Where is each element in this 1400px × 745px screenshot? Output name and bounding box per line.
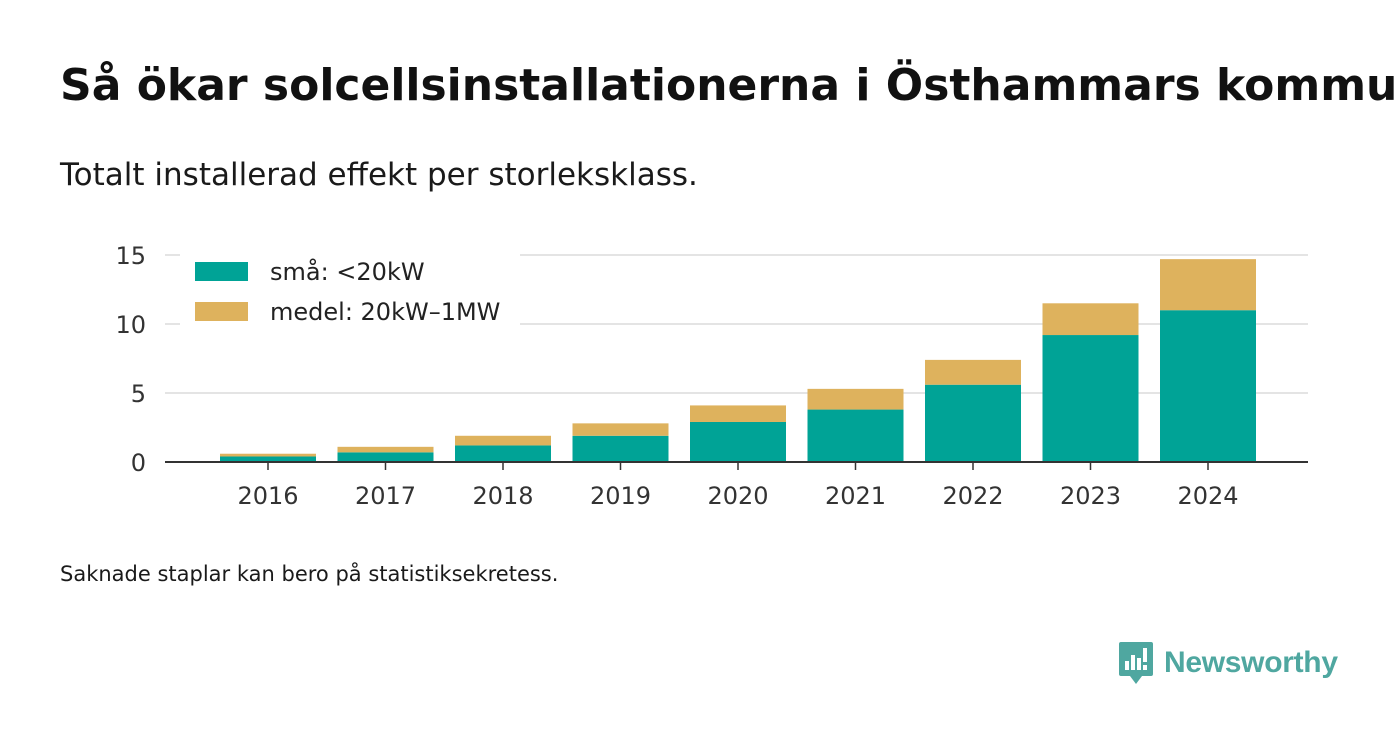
chart-speech-bubble-icon	[1119, 642, 1153, 684]
bar-segment-series-0	[1042, 335, 1139, 462]
x-tick-label: 2020	[707, 482, 768, 510]
y-tick-label: 5	[131, 380, 146, 408]
x-tick-label: 2021	[825, 482, 886, 510]
bar-segment-series-0	[455, 445, 551, 462]
bar-segment-series-1	[220, 453, 316, 457]
y-tick-label: 10	[115, 311, 146, 339]
brand-name: Newsworthy	[1164, 646, 1338, 679]
y-tick-label: 15	[115, 242, 146, 270]
x-tick-label: 2022	[942, 482, 1003, 510]
x-tick-label: 2024	[1177, 482, 1238, 510]
bar-segment-series-0	[1160, 310, 1256, 462]
legend-label: medel: 20kW–1MW	[270, 298, 500, 326]
bar-segment-series-1	[572, 423, 669, 436]
bar-segment-series-0	[690, 421, 786, 462]
x-tick-label: 2016	[237, 482, 298, 510]
legend: små: <20kW medel: 20kW–1MW	[180, 250, 520, 326]
bar-segment-series-1	[690, 405, 786, 422]
legend-swatch	[195, 302, 248, 321]
brand-logo: Newsworthy	[1118, 640, 1338, 686]
legend-swatch	[195, 262, 248, 281]
x-tick-label: 2023	[1060, 482, 1121, 510]
bar-segment-series-0	[337, 452, 434, 462]
bar-segment-series-1	[807, 388, 904, 410]
bar-segment-series-1	[455, 435, 551, 446]
bars	[220, 259, 1256, 462]
chart-subtitle: Totalt installerad effekt per storlekskl…	[60, 157, 698, 193]
footnote: Saknade staplar kan bero på statistiksek…	[60, 562, 559, 586]
stacked-bar-chart: 0 5 10 15 2016 2017 2018 2019 2020 2021 2022 2023 20…	[115, 242, 1308, 510]
bar-segment-series-1	[1160, 259, 1256, 311]
bar-segment-series-0	[807, 409, 904, 462]
bar-segment-series-1	[925, 359, 1021, 385]
x-tick-label: 2018	[472, 482, 533, 510]
bar-segment-series-0	[925, 384, 1021, 462]
bar-segment-series-1	[337, 446, 434, 453]
bar-segment-series-0	[220, 456, 316, 462]
y-tick-label: 0	[131, 449, 146, 477]
x-tick-label: 2017	[355, 482, 416, 510]
axes: 0 5 10 15 2016 2017 2018 2019 2020 2021 2022 2023 20…	[115, 242, 1308, 510]
x-tick-label: 2019	[590, 482, 651, 510]
chart-title: Så ökar solcellsinstallationerna i Östha…	[60, 60, 1400, 111]
bar-segment-series-1	[1042, 303, 1139, 336]
legend-label: små: <20kW	[270, 257, 425, 286]
bar-segment-series-0	[572, 435, 669, 462]
